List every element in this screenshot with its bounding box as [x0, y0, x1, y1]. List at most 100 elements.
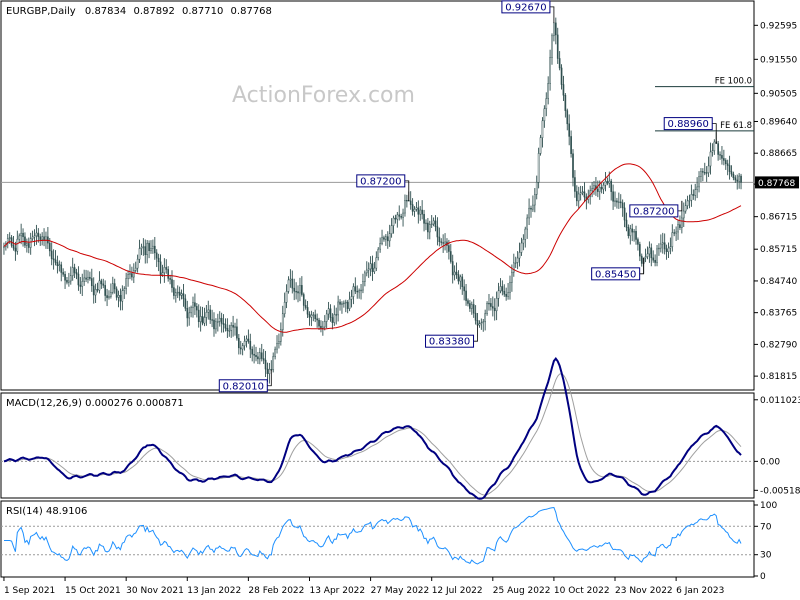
price-tick-label: 0.92595 [760, 21, 797, 31]
annotation-box [663, 117, 713, 131]
candle-body [224, 324, 227, 329]
candle-body [625, 219, 628, 228]
candle-body [738, 175, 740, 182]
candle [591, 182, 593, 198]
candle-body [220, 317, 223, 324]
candle [339, 299, 341, 311]
macd-tick-label: 0.00 [760, 457, 780, 467]
macd-axis: 0.011023 0.00 -0.005182 [754, 396, 800, 496]
candle [404, 194, 406, 217]
candle-body [83, 277, 85, 282]
candle [247, 329, 250, 344]
macd-tick-label: 0.011023 [760, 396, 800, 406]
candle-body [100, 280, 103, 285]
candle [568, 114, 571, 146]
candle [736, 174, 739, 190]
candle [64, 271, 66, 289]
candle [470, 301, 473, 315]
candle-body [490, 303, 492, 307]
candle-body [364, 272, 366, 282]
candle [570, 130, 572, 158]
candle-body [717, 143, 719, 155]
candle-body [673, 232, 676, 234]
candle [507, 283, 509, 300]
candle [482, 318, 485, 332]
candle [562, 75, 565, 102]
candle-body [174, 292, 177, 296]
candle [222, 314, 225, 333]
candle [52, 249, 55, 270]
candle [69, 266, 72, 285]
candle [323, 315, 326, 331]
candle-body [276, 343, 278, 350]
candle [75, 268, 78, 280]
candle-body [142, 246, 145, 248]
candle [113, 278, 116, 294]
current-price-marker: 0.87768 [755, 176, 799, 189]
candle [610, 178, 613, 201]
rsi-panel [0, 500, 755, 578]
macd-line [3, 356, 742, 500]
candle [499, 278, 502, 294]
candle [398, 205, 401, 221]
candle [281, 305, 284, 337]
candle-body [22, 232, 24, 238]
candle-body [493, 307, 496, 312]
candle-body [217, 321, 219, 323]
candle [530, 205, 532, 218]
candle [377, 247, 380, 261]
date-tick-label: 30 Nov 2021 [126, 586, 184, 596]
candle [566, 108, 569, 131]
candle [316, 313, 318, 328]
candle [117, 290, 120, 308]
date-tick-label: 23 Nov 2022 [615, 586, 673, 596]
candle-body [230, 325, 233, 331]
candle [677, 220, 679, 240]
candle [245, 335, 248, 348]
candle-body [77, 273, 80, 286]
candle [68, 272, 70, 287]
candle [310, 310, 313, 327]
candle-body [10, 237, 13, 246]
candle [144, 239, 147, 264]
candle-body [556, 34, 559, 59]
candle-body [572, 153, 574, 178]
candle-body [369, 263, 372, 270]
ohlc-open: 0.87834 [85, 6, 126, 17]
candle [428, 220, 431, 240]
candle-body [68, 280, 70, 283]
candle-body [400, 216, 402, 218]
candle-body [524, 228, 527, 240]
candle [427, 217, 429, 240]
annotation-label: 0.82010 [223, 381, 264, 392]
candle [14, 241, 17, 261]
candle [41, 232, 43, 246]
candle [646, 246, 649, 260]
annotation-leader [639, 257, 645, 275]
candle [522, 234, 525, 251]
candle-body [87, 276, 89, 280]
candle-body [178, 291, 181, 296]
candle [381, 229, 383, 246]
candle-body [675, 231, 677, 234]
candle [572, 149, 574, 187]
candle-body [257, 356, 259, 360]
candle [467, 298, 469, 307]
candle [71, 257, 74, 281]
candle-body [684, 205, 687, 212]
candle-body [308, 313, 311, 318]
candle-body [35, 232, 38, 237]
candle-body [243, 341, 246, 346]
candle [457, 270, 460, 285]
candle [241, 342, 244, 356]
candle-body [698, 176, 700, 188]
rsi-title: RSI(14) 48.9106 [6, 506, 87, 517]
candle [356, 285, 359, 299]
candle-body [343, 302, 345, 305]
candle-body [448, 245, 450, 252]
candle [386, 231, 389, 249]
date-tick-label: 15 Oct 2021 [65, 586, 121, 596]
candle-body [436, 226, 439, 238]
candle-body [553, 22, 555, 37]
candle-body [314, 314, 317, 320]
